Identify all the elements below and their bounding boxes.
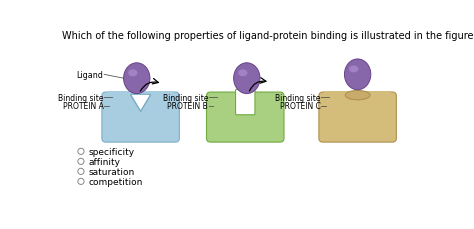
Ellipse shape	[128, 70, 137, 77]
FancyBboxPatch shape	[324, 92, 391, 99]
Ellipse shape	[349, 66, 358, 73]
Ellipse shape	[345, 60, 371, 90]
Ellipse shape	[238, 70, 247, 77]
Polygon shape	[130, 95, 151, 112]
Text: Which of the following properties of ligand-protein binding is illustrated in th: Which of the following properties of lig…	[63, 30, 474, 41]
Ellipse shape	[345, 91, 370, 100]
FancyBboxPatch shape	[107, 91, 174, 100]
Text: saturation: saturation	[89, 167, 135, 176]
Text: PROTEIN B: PROTEIN B	[167, 102, 208, 111]
Ellipse shape	[234, 63, 260, 94]
Text: Ligand: Ligand	[76, 71, 103, 79]
Ellipse shape	[124, 63, 150, 94]
FancyBboxPatch shape	[102, 93, 179, 142]
Text: competition: competition	[89, 177, 143, 186]
Text: Binding site: Binding site	[163, 93, 208, 103]
Text: affinity: affinity	[89, 157, 121, 166]
FancyBboxPatch shape	[319, 93, 396, 142]
FancyBboxPatch shape	[207, 93, 284, 142]
FancyBboxPatch shape	[236, 90, 255, 115]
Text: PROTEIN C: PROTEIN C	[280, 102, 320, 111]
Text: PROTEIN A: PROTEIN A	[63, 102, 103, 111]
Text: specificity: specificity	[89, 147, 135, 156]
Ellipse shape	[345, 91, 370, 100]
Text: Binding site: Binding site	[275, 93, 320, 103]
Text: Binding site: Binding site	[58, 93, 103, 103]
